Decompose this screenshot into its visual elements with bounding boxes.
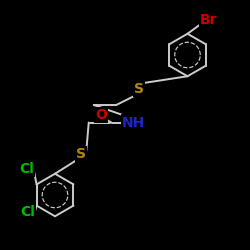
Text: Cl: Cl <box>19 162 34 176</box>
Text: NH: NH <box>122 116 146 130</box>
Text: O: O <box>95 108 107 122</box>
Text: S: S <box>76 147 86 161</box>
Text: S: S <box>134 82 144 96</box>
Text: Cl: Cl <box>20 206 35 220</box>
Text: Br: Br <box>200 13 218 27</box>
